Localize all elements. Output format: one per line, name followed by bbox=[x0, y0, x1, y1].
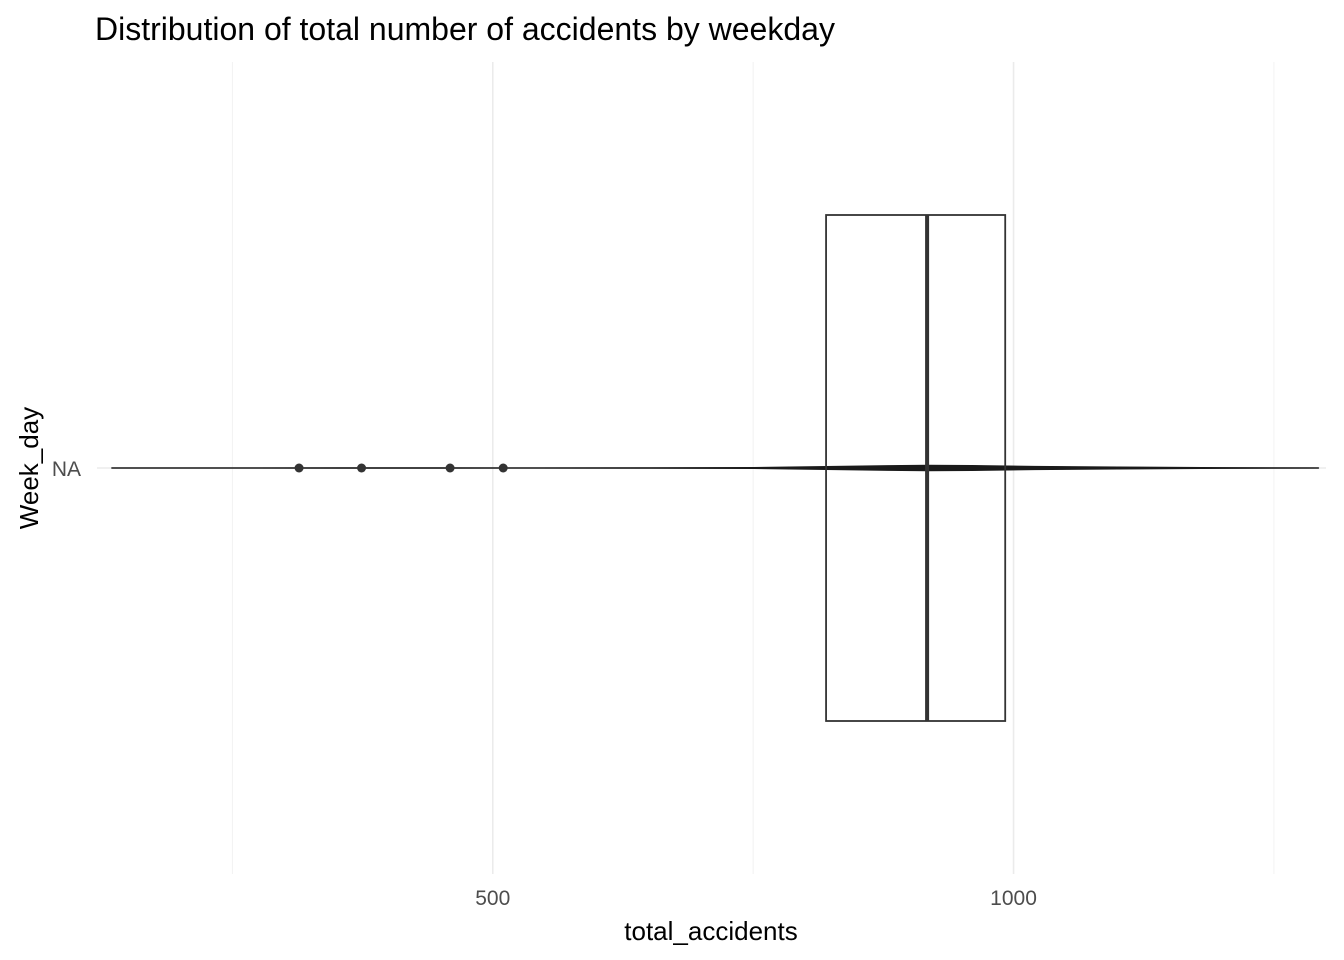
x-axis-title: total_accidents bbox=[624, 916, 797, 946]
outlier-point bbox=[498, 463, 508, 473]
outlier-point bbox=[294, 463, 304, 473]
x-axis-ticks: 500 1000 bbox=[475, 887, 1037, 910]
chart-title: Distribution of total number of accident… bbox=[95, 11, 835, 47]
y-axis-title: Week_day bbox=[14, 407, 44, 529]
plot-area bbox=[111, 214, 1320, 722]
outlier-point bbox=[357, 463, 367, 473]
outlier-point bbox=[445, 463, 455, 473]
iqr-box bbox=[825, 214, 1007, 722]
x-tick-label: 500 bbox=[475, 887, 510, 910]
x-tick-label: 1000 bbox=[990, 887, 1037, 910]
y-axis-ticks: NA bbox=[52, 458, 81, 481]
y-tick-label: NA bbox=[52, 458, 81, 481]
